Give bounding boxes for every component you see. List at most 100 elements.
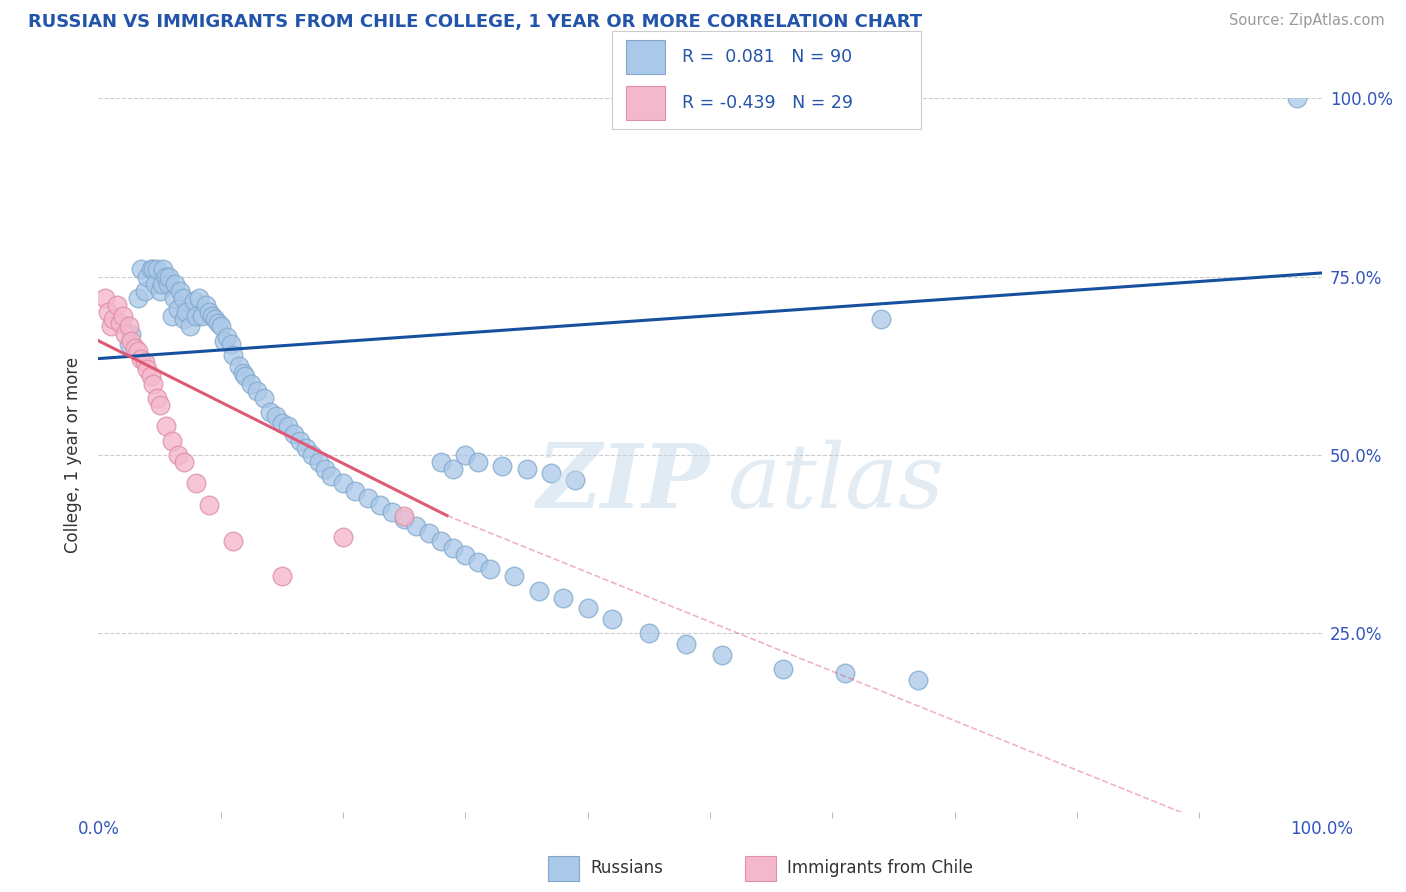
- Point: [134, 355, 156, 369]
- Point: [160, 434, 183, 448]
- Point: [392, 512, 416, 526]
- Point: [834, 665, 856, 680]
- Point: [295, 441, 318, 455]
- Point: [638, 626, 661, 640]
- Point: [142, 262, 165, 277]
- Point: [105, 298, 128, 312]
- Point: [150, 277, 173, 291]
- Point: [319, 469, 342, 483]
- Point: [114, 326, 136, 341]
- Point: [120, 334, 142, 348]
- Point: [139, 369, 162, 384]
- Point: [195, 298, 218, 312]
- Point: [215, 330, 238, 344]
- Text: RUSSIAN VS IMMIGRANTS FROM CHILE COLLEGE, 1 YEAR OR MORE CORRELATION CHART: RUSSIAN VS IMMIGRANTS FROM CHILE COLLEGE…: [28, 13, 922, 31]
- Point: [870, 312, 893, 326]
- Point: [454, 448, 477, 462]
- Point: [127, 344, 149, 359]
- Point: [118, 337, 141, 351]
- Point: [136, 269, 159, 284]
- Point: [120, 326, 142, 341]
- Point: [441, 541, 464, 555]
- Point: [332, 476, 354, 491]
- Text: Russians: Russians: [591, 859, 664, 877]
- Point: [169, 284, 191, 298]
- Point: [222, 533, 245, 548]
- Point: [134, 284, 156, 298]
- Point: [219, 337, 242, 351]
- Point: [430, 455, 453, 469]
- Point: [478, 562, 501, 576]
- Point: [332, 530, 354, 544]
- Point: [129, 262, 152, 277]
- Point: [907, 673, 929, 687]
- Point: [146, 262, 169, 277]
- Point: [167, 301, 190, 316]
- Point: [197, 305, 219, 319]
- Point: [277, 419, 299, 434]
- Text: Immigrants from Chile: Immigrants from Chile: [787, 859, 973, 877]
- Point: [139, 262, 162, 277]
- Point: [246, 384, 269, 398]
- Point: [186, 309, 208, 323]
- Point: [179, 319, 201, 334]
- Point: [553, 591, 575, 605]
- Point: [209, 319, 232, 334]
- Point: [301, 448, 323, 462]
- Point: [240, 376, 263, 391]
- Point: [183, 294, 205, 309]
- Point: [233, 369, 256, 384]
- Y-axis label: College, 1 year or more: College, 1 year or more: [65, 357, 83, 553]
- Text: Source: ZipAtlas.com: Source: ZipAtlas.com: [1229, 13, 1385, 29]
- Point: [711, 648, 734, 662]
- Point: [201, 309, 224, 323]
- Point: [173, 312, 195, 326]
- Point: [155, 269, 177, 284]
- Point: [368, 498, 391, 512]
- Point: [454, 548, 477, 562]
- Point: [173, 455, 195, 469]
- Point: [418, 526, 440, 541]
- Point: [600, 612, 623, 626]
- Point: [149, 398, 172, 412]
- Point: [197, 498, 219, 512]
- Point: [165, 277, 187, 291]
- Point: [264, 409, 287, 423]
- Point: [157, 277, 180, 291]
- Point: [111, 309, 134, 323]
- Point: [163, 291, 186, 305]
- Point: [527, 583, 550, 598]
- Point: [118, 319, 141, 334]
- Point: [356, 491, 378, 505]
- Point: [93, 291, 115, 305]
- Point: [146, 391, 169, 405]
- Point: [491, 458, 513, 473]
- Point: [187, 291, 209, 305]
- Point: [392, 508, 416, 523]
- Point: [152, 262, 174, 277]
- Point: [430, 533, 453, 548]
- Point: [228, 359, 250, 373]
- Point: [124, 341, 146, 355]
- Point: [283, 426, 305, 441]
- Point: [270, 416, 294, 430]
- Point: [675, 637, 697, 651]
- Point: [97, 305, 120, 319]
- Point: [381, 505, 404, 519]
- Point: [1286, 91, 1309, 105]
- Point: [467, 555, 489, 569]
- Point: [503, 569, 526, 583]
- Point: [290, 434, 312, 448]
- Point: [467, 455, 489, 469]
- Text: atlas: atlas: [728, 440, 943, 527]
- Point: [172, 291, 194, 305]
- Point: [564, 473, 586, 487]
- Point: [772, 662, 794, 676]
- Point: [191, 309, 214, 323]
- Point: [222, 348, 245, 362]
- Point: [129, 351, 152, 366]
- Point: [207, 316, 229, 330]
- Point: [441, 462, 464, 476]
- Point: [314, 462, 336, 476]
- Point: [149, 284, 172, 298]
